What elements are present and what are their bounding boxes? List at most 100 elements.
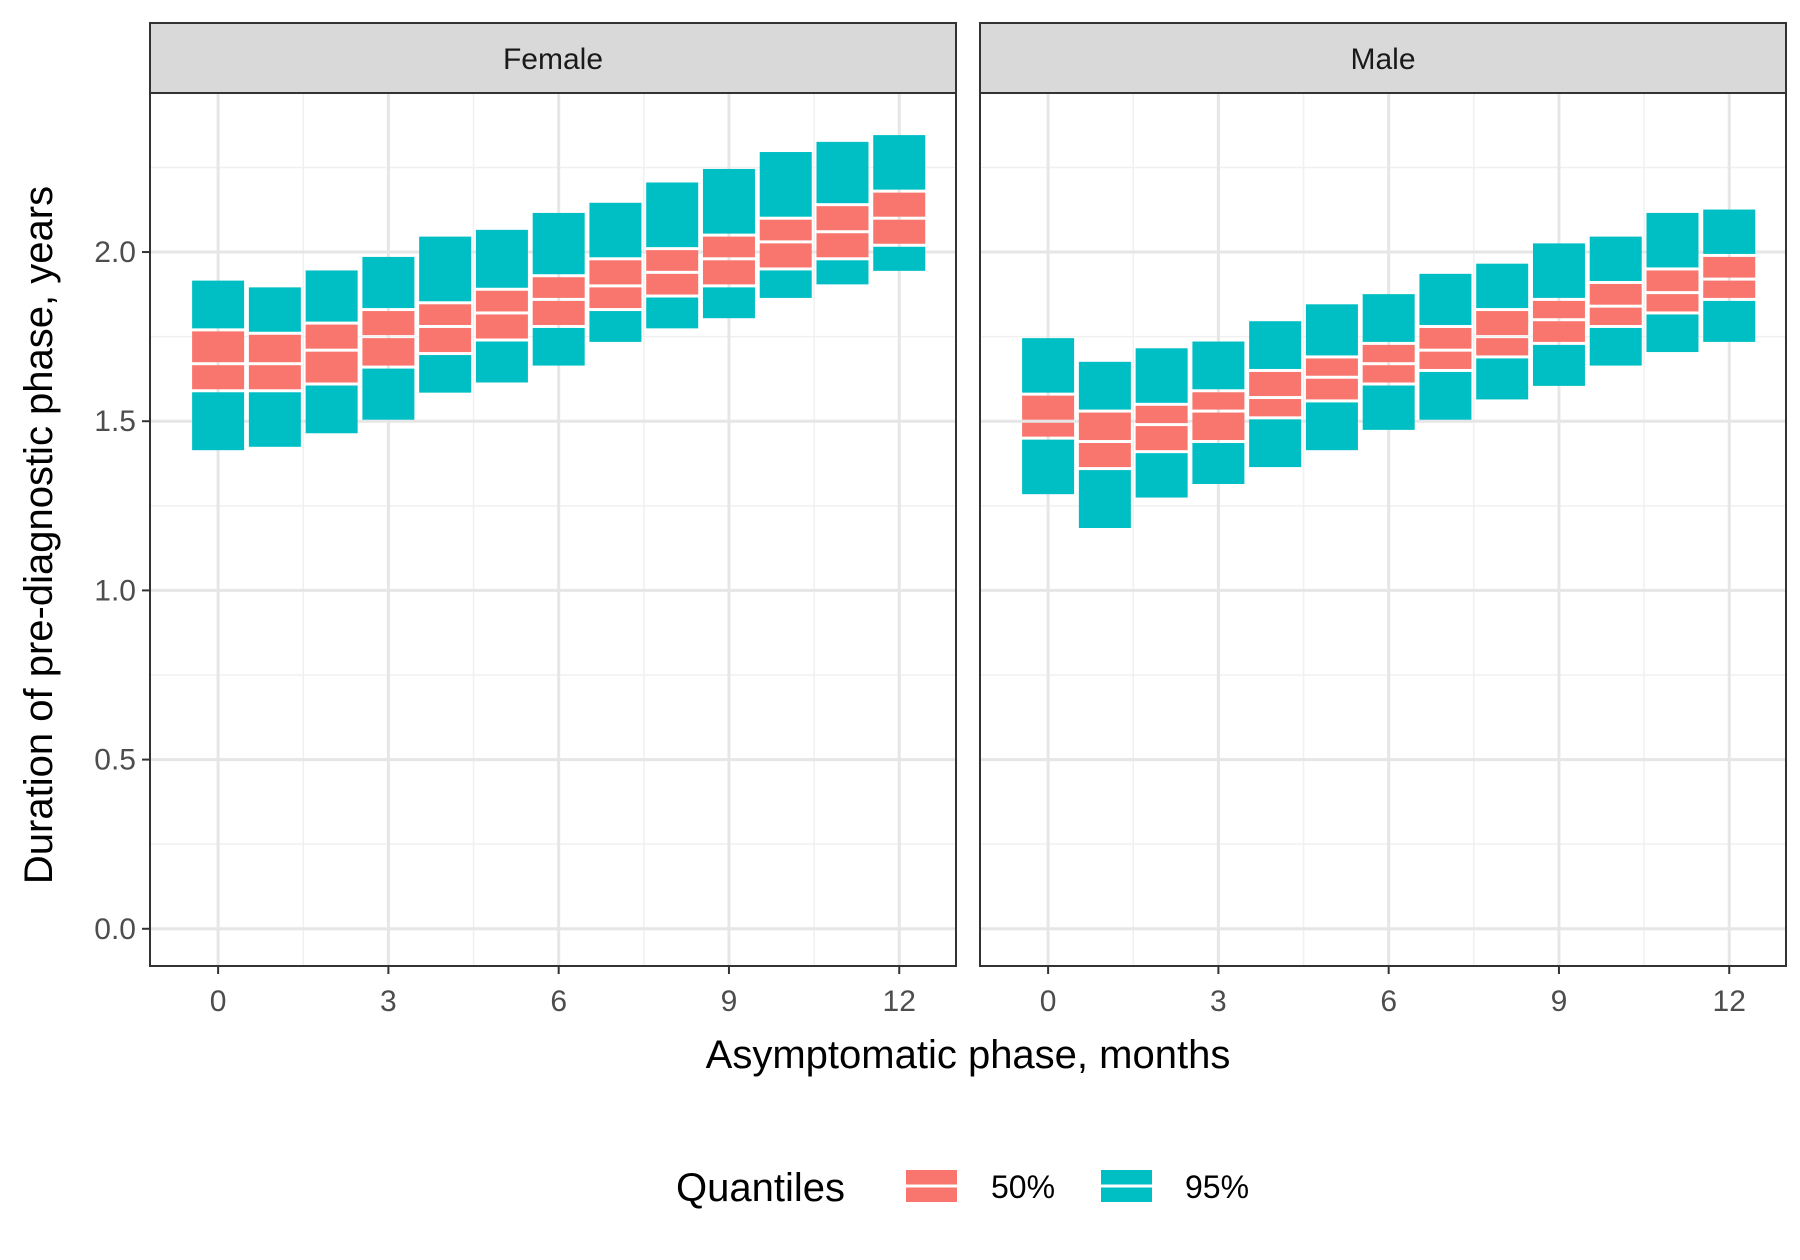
quantile-box-group (816, 141, 869, 285)
box-50-upper (1703, 256, 1756, 278)
quantile-box-group (1532, 243, 1585, 386)
quantile-box-group (1362, 294, 1415, 430)
box-50-lower (816, 233, 869, 258)
box-95-lower (1419, 371, 1472, 420)
quantile-box-group (1476, 263, 1529, 400)
box-50-lower (646, 273, 699, 295)
box-95-upper (305, 270, 358, 322)
quantile-box-group (759, 152, 812, 298)
x-tick-label: 3 (1210, 985, 1227, 1018)
box-95-lower (1703, 300, 1756, 342)
x-tick-label: 9 (1551, 985, 1568, 1018)
x-tick-label: 12 (1713, 985, 1746, 1018)
box-50-upper (1589, 283, 1642, 305)
box-95-upper (702, 168, 755, 234)
legend: Quantiles 50% 95% (676, 1166, 1249, 1210)
box-50-lower (1305, 378, 1358, 400)
box-95-lower (532, 327, 585, 366)
quantile-box-group (532, 212, 585, 366)
box-50-lower (702, 260, 755, 285)
box-95-lower (248, 392, 301, 447)
box-95-lower (646, 297, 699, 329)
box-95-upper (589, 202, 642, 258)
box-95-upper (1249, 321, 1302, 369)
box-50-upper (646, 250, 699, 271)
box-95-lower (1532, 344, 1585, 386)
box-95-upper (1476, 263, 1529, 309)
box-50-upper (1419, 327, 1472, 349)
box-50-upper (702, 236, 755, 258)
box-95-upper (362, 256, 415, 309)
box-50-lower (1022, 422, 1075, 437)
box-95-lower (1022, 439, 1075, 495)
x-tick-label: 6 (1380, 985, 1397, 1018)
box-50-lower (1362, 365, 1415, 383)
box-95-upper (1362, 294, 1415, 342)
quantile-box-group (873, 135, 926, 271)
box-95-lower (589, 311, 642, 342)
box-50-upper (1135, 405, 1188, 424)
box-50-upper (589, 260, 642, 285)
box-50-lower (192, 365, 245, 390)
panel-border (149, 92, 957, 967)
facet-panel-male: Male 0 3 6 9 12 (979, 22, 1787, 1018)
facet-strip-label: Female (503, 43, 603, 76)
box-95-upper (1419, 273, 1472, 325)
box-95-upper (192, 280, 245, 329)
box-95-upper (1022, 338, 1075, 393)
box-50-upper (1192, 392, 1245, 410)
box-95-upper (419, 236, 472, 302)
quantile-box-group (192, 280, 245, 451)
x-axis-title: Asymptomatic phase, months (706, 1033, 1231, 1077)
box-50-lower (1249, 399, 1302, 417)
quantile-box-group (1078, 361, 1131, 528)
y-tick-label: 1.0 (94, 574, 136, 607)
quantile-box-group (305, 270, 358, 434)
box-95-lower (873, 246, 926, 271)
box-50-upper (192, 331, 245, 363)
box-50-lower (1646, 294, 1699, 312)
box-95-upper (532, 212, 585, 275)
box-95-lower (1249, 419, 1302, 468)
x-tick-label: 3 (380, 985, 397, 1018)
box-95-upper (816, 141, 869, 204)
box-50-lower (248, 365, 301, 390)
box-95-lower (1192, 443, 1245, 485)
box-50-lower (589, 287, 642, 309)
box-95-lower (1362, 385, 1415, 430)
box-50-upper (816, 206, 869, 231)
box-95-upper (646, 182, 699, 248)
box-50-lower (532, 300, 585, 325)
box-95-lower (759, 270, 812, 298)
facet-strip-label: Male (1350, 43, 1415, 76)
quantile-box-group (362, 256, 415, 420)
quantile-box-group (1249, 321, 1302, 468)
box-50-upper (305, 324, 358, 349)
legend-label-50: 50% (991, 1169, 1055, 1205)
box-95-upper (1589, 236, 1642, 281)
box-50-lower (1532, 321, 1585, 342)
legend-title: Quantiles (676, 1166, 845, 1210)
box-50-lower (1589, 307, 1642, 325)
box-95-lower (1589, 327, 1642, 366)
y-tick-label: 0.0 (94, 913, 136, 946)
box-50-lower (475, 314, 528, 339)
box-50-upper (1305, 358, 1358, 376)
facet-panel-female: Female 0 3 6 9 12 0.0 0.5 1.0 1.5 2.0 (94, 22, 957, 1018)
legend-key-50 (906, 1170, 957, 1202)
box-50-upper (1646, 270, 1699, 292)
quantile-box-group (1135, 348, 1188, 498)
facet-strip (979, 22, 1787, 94)
quantile-box-group (1305, 304, 1358, 451)
quantile-box-group (419, 236, 472, 393)
box-95-upper (1532, 243, 1585, 298)
legend-key-95 (1101, 1170, 1152, 1202)
quantile-box-group (1589, 236, 1642, 366)
box-50-upper (1022, 395, 1075, 420)
box-50-upper (873, 192, 926, 217)
box-50-upper (1249, 371, 1302, 397)
quantile-box-group (1703, 209, 1756, 342)
x-tick-label: 12 (883, 985, 916, 1018)
box-95-lower (192, 392, 245, 451)
